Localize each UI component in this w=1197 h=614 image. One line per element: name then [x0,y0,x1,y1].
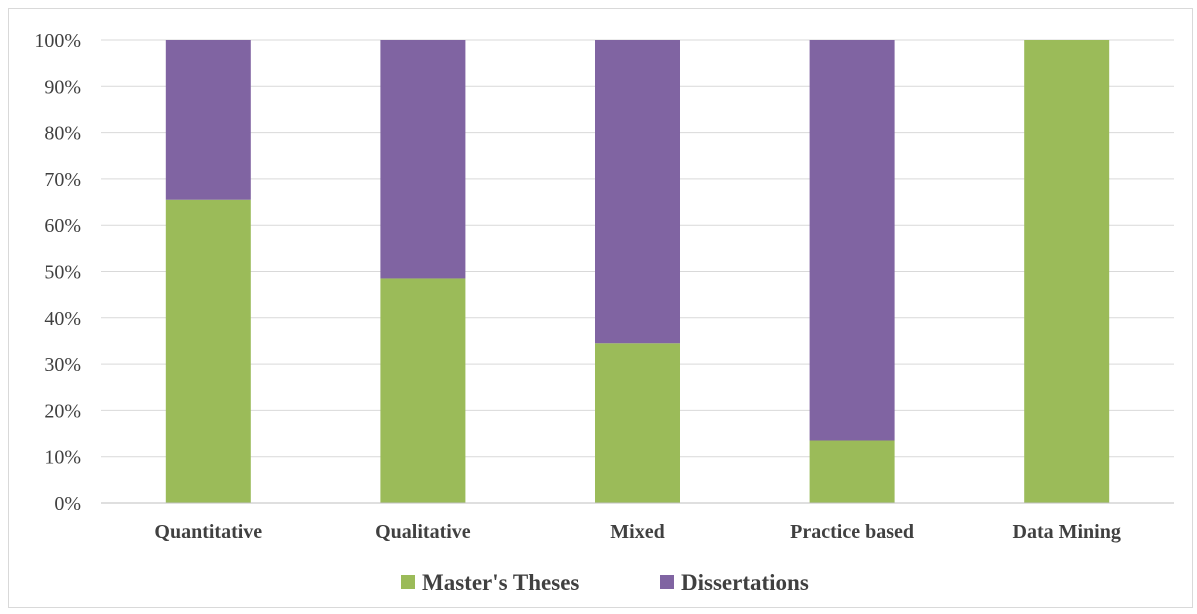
bar-segment-masters-theses [1024,40,1110,503]
legend-label: Dissertations [681,570,809,595]
bar-segment-masters-theses [595,343,680,503]
bar-segment-dissertations [380,40,466,279]
legend-swatch [401,575,415,589]
legend-swatch [660,575,674,589]
y-tick-label: 40% [44,308,81,330]
y-tick-label: 20% [44,400,81,422]
bar-segment-masters-theses [809,440,895,503]
y-tick-label: 100% [34,30,81,52]
y-tick-label: 10% [44,447,81,469]
x-tick-label: Practice based [790,521,914,543]
x-tick-label: Quantitative [154,521,262,543]
y-tick-label: 30% [44,354,81,376]
x-tick-label: Mixed [610,521,664,543]
legend: Master's Theses Dissertations [401,570,809,595]
bar-segment-dissertations [165,40,251,200]
chart-frame: 0% 10% 20% 30% 40% 50% 60% 70% 80% 90% 100% Quanti… [8,8,1193,608]
x-tick-label: Qualitative [375,521,471,543]
y-tick-label: 70% [44,169,81,191]
y-tick-label: 90% [44,76,81,98]
bars [165,40,1110,504]
bar-segment-masters-theses [380,278,466,503]
y-tick-label: 0% [54,493,81,515]
stacked-bar-chart: 0% 10% 20% 30% 40% 50% 60% 70% 80% 90% 100% Quanti… [34,30,1174,595]
legend-label: Master's Theses [422,570,579,595]
y-tick-label: 60% [44,215,81,237]
y-tick-label: 50% [44,262,81,284]
x-tick-label: Data Mining [1013,521,1121,543]
bar-segment-masters-theses [165,199,251,504]
x-axis-ticks: Quantitative Qualitative Mixed Practice bas… [154,521,1120,543]
y-tick-label: 80% [44,123,81,145]
bar-segment-dissertations [809,40,895,441]
y-axis-ticks: 0% 10% 20% 30% 40% 50% 60% 70% 80% 90% 100% [34,30,81,515]
bar-segment-dissertations [595,40,680,344]
